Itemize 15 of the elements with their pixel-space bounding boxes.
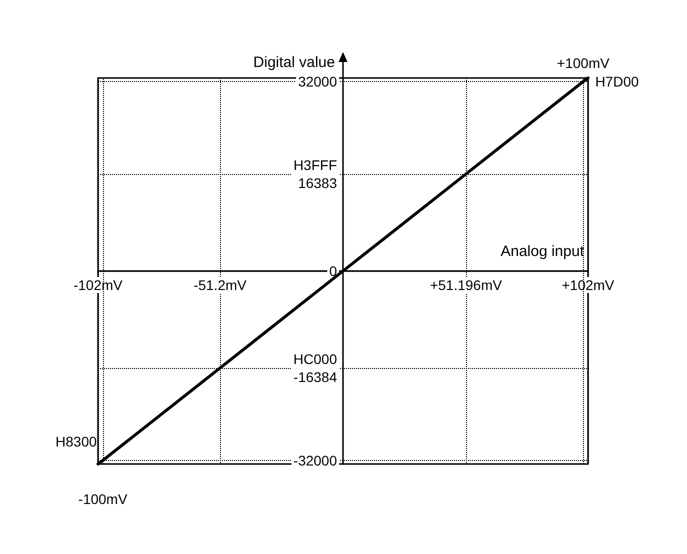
y-axis-title: Digital value — [253, 54, 335, 71]
x-tick-label: +102mV — [562, 277, 615, 293]
annotation: H8300 — [56, 433, 98, 450]
x-axis-title: Analog input — [500, 243, 585, 260]
x-tick-label: -51.2mV — [194, 277, 248, 293]
y-tick-label: 0 — [329, 263, 338, 279]
y-tick-label: H3FFF 16383 — [293, 157, 338, 192]
y-tick-label: 32000 — [298, 74, 338, 90]
y-tick-label: HC000 -16384 — [293, 350, 338, 385]
ref-line-label: +100mV — [556, 55, 610, 71]
ref-line-label: -100mV — [78, 491, 128, 507]
x-tick-label: +51.196mV — [430, 277, 503, 293]
annotation: H7D00 — [595, 74, 639, 90]
x-tick-label: -102mV — [73, 277, 124, 293]
y-tick-label: -32000 — [293, 452, 338, 468]
